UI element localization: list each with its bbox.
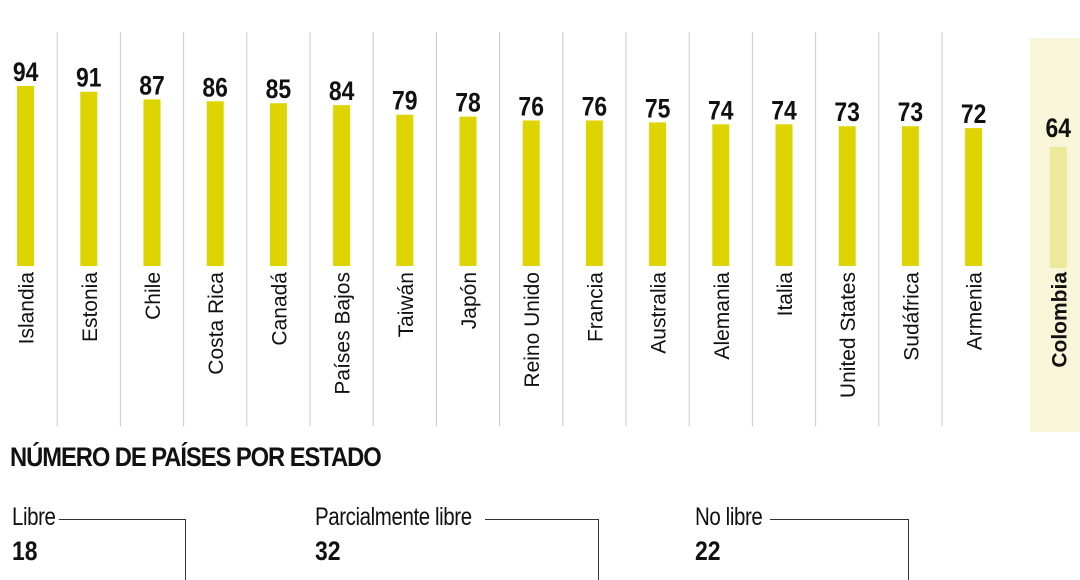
data-label: 74 xyxy=(771,96,797,126)
bar xyxy=(333,105,351,267)
category-label: Países Bajos xyxy=(332,272,355,395)
section-title: NÚMERO DE PAÍSES POR ESTADO xyxy=(10,442,382,472)
data-label: 73 xyxy=(834,98,860,128)
bar xyxy=(585,120,603,267)
bar xyxy=(269,103,287,266)
data-label: 76 xyxy=(582,92,608,122)
category-label: Islandia xyxy=(16,272,39,345)
bracket-line xyxy=(52,519,186,580)
data-label: 76 xyxy=(518,92,544,122)
data-label: 85 xyxy=(266,75,292,105)
category-label: Costa Rica xyxy=(205,272,228,375)
status-label: Libre xyxy=(12,503,59,532)
category-label: Chile xyxy=(142,272,165,320)
data-label: 78 xyxy=(455,88,481,118)
bracket-line xyxy=(770,519,909,580)
data-label: 73 xyxy=(898,98,924,128)
data-label: 72 xyxy=(961,99,987,129)
data-label: 74 xyxy=(708,96,734,126)
bar xyxy=(80,91,98,266)
bar xyxy=(206,101,224,266)
bar xyxy=(396,114,414,266)
bar xyxy=(522,120,540,267)
bar xyxy=(17,86,35,266)
category-label: Italia xyxy=(774,272,797,317)
status-label: No libre xyxy=(695,503,766,532)
bar xyxy=(901,126,919,266)
data-label: 91 xyxy=(76,63,102,93)
bar-chart: 94 Islandia 91 Estonia 87 Chile 86 Costa Rica 85… xyxy=(13,32,1080,432)
category-label: United States xyxy=(837,272,860,398)
category-label: Estonia xyxy=(79,272,102,342)
category-label: Reino Unido xyxy=(521,272,544,388)
status-count: 22 xyxy=(695,536,721,566)
bracket-line xyxy=(485,519,599,580)
data-label: 94 xyxy=(13,57,39,87)
bar xyxy=(1049,147,1067,268)
data-label: 86 xyxy=(202,73,228,103)
bar xyxy=(143,99,161,266)
category-label: Australia xyxy=(648,272,671,354)
category-label: Canadá xyxy=(268,272,291,346)
data-label: 79 xyxy=(392,86,418,116)
status-label: Parcialmente libre xyxy=(315,503,475,532)
data-label: 64 xyxy=(1046,113,1072,143)
bar xyxy=(459,116,477,266)
status-count: 18 xyxy=(12,536,38,566)
data-label: 84 xyxy=(329,76,355,106)
category-label: Japón xyxy=(458,272,481,329)
category-label: Armenia xyxy=(964,272,987,351)
category-label: Francia xyxy=(584,272,607,342)
category-label: Colombia xyxy=(1048,272,1071,368)
status-count: 32 xyxy=(315,536,341,566)
bar xyxy=(838,126,856,266)
bar xyxy=(712,124,730,266)
category-label: Sudáfrica xyxy=(900,272,923,361)
category-label: Taiwán xyxy=(395,272,418,337)
data-label: 75 xyxy=(645,94,671,124)
data-label: 87 xyxy=(139,71,165,101)
bar xyxy=(965,128,983,266)
category-label: Alemania xyxy=(711,272,734,360)
bar xyxy=(775,124,793,266)
bar xyxy=(649,122,667,266)
